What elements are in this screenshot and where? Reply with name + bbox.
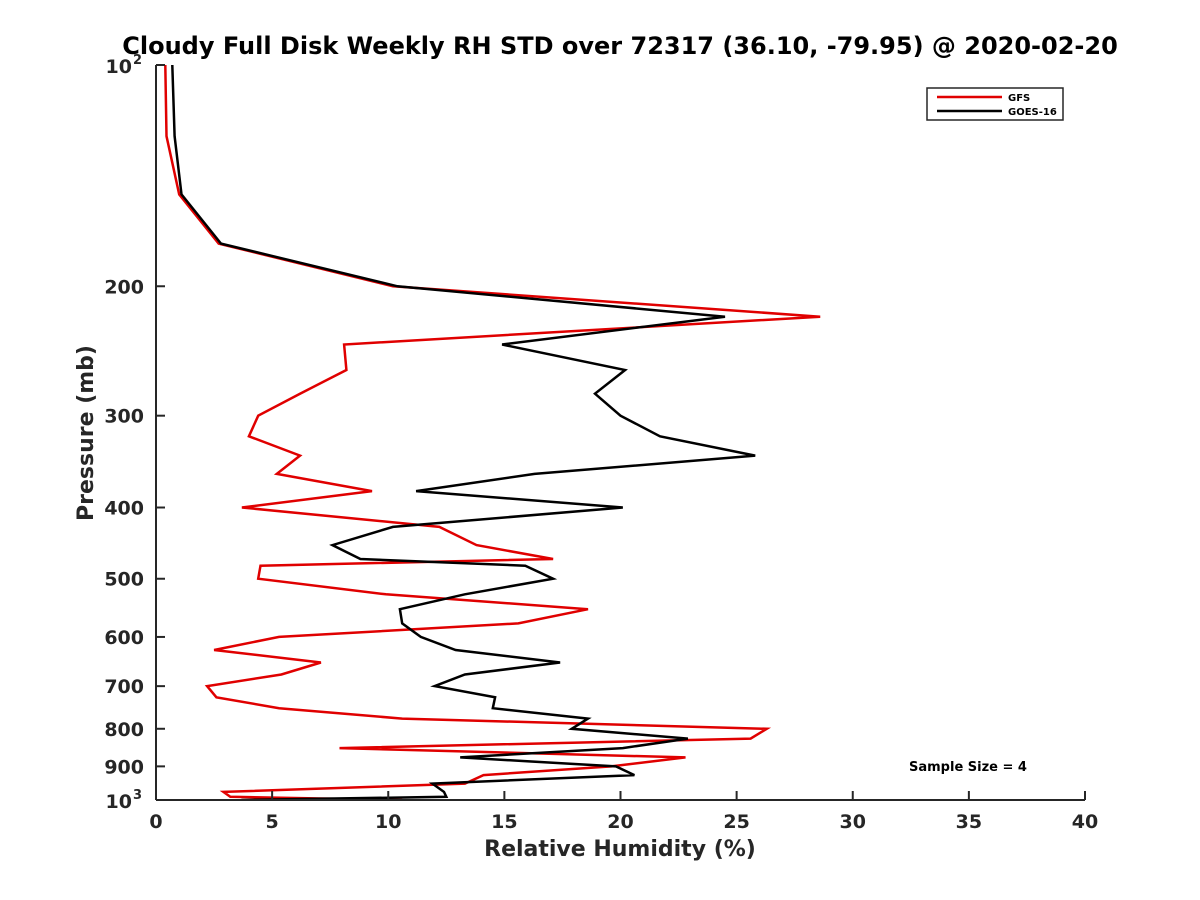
y-axis-label: Pressure (mb) [74, 345, 99, 521]
y-tick-label: 800 [104, 719, 144, 741]
y-tick-label: 10 [106, 56, 132, 78]
plot-layer [164, 65, 821, 800]
y-tick-label: 900 [104, 756, 144, 778]
x-tick-label: 20 [607, 811, 633, 833]
x-tick-label: 40 [1072, 811, 1098, 833]
x-tick-label: 35 [956, 811, 982, 833]
y-tick-label: 600 [104, 627, 144, 649]
y-tick-label: 200 [104, 276, 144, 298]
x-tick-label: 10 [375, 811, 401, 833]
legend: GFS GOES-16 [926, 87, 1064, 121]
legend-box [926, 87, 1064, 121]
y-tick-label: 300 [104, 406, 144, 428]
sample-size-annotation: Sample Size = 4 [909, 760, 1027, 775]
series-line-goes-16 [171, 65, 756, 800]
chart-title: Cloudy Full Disk Weekly RH STD over 7231… [122, 32, 1118, 60]
y-tick-label: 400 [104, 498, 144, 520]
x-tick-label: 0 [149, 811, 162, 833]
legend-label: GOES-16 [1008, 107, 1057, 118]
y-tick-exponent: 2 [133, 53, 142, 68]
x-axis-label: Relative Humidity (%) [484, 837, 756, 862]
x-tick-label: 25 [723, 811, 749, 833]
y-tick-label: 500 [104, 569, 144, 591]
x-tick-label: 5 [266, 811, 279, 833]
y-tick-label: 700 [104, 676, 144, 698]
x-tick-label: 15 [491, 811, 517, 833]
x-tick-label: 30 [840, 811, 866, 833]
legend-label: GFS [1008, 93, 1030, 104]
y-tick-label: 10 [106, 791, 132, 813]
series-line-gfs [164, 65, 821, 800]
y-tick-exponent: 3 [133, 788, 142, 803]
